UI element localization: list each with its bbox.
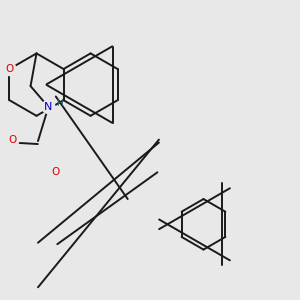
Circle shape: [3, 62, 16, 76]
Text: N: N: [44, 102, 52, 112]
Circle shape: [49, 166, 62, 179]
Circle shape: [6, 133, 19, 146]
Text: O: O: [52, 167, 60, 177]
Text: H: H: [56, 99, 63, 108]
Text: O: O: [5, 64, 14, 74]
Text: O: O: [9, 135, 17, 145]
Circle shape: [42, 100, 55, 113]
